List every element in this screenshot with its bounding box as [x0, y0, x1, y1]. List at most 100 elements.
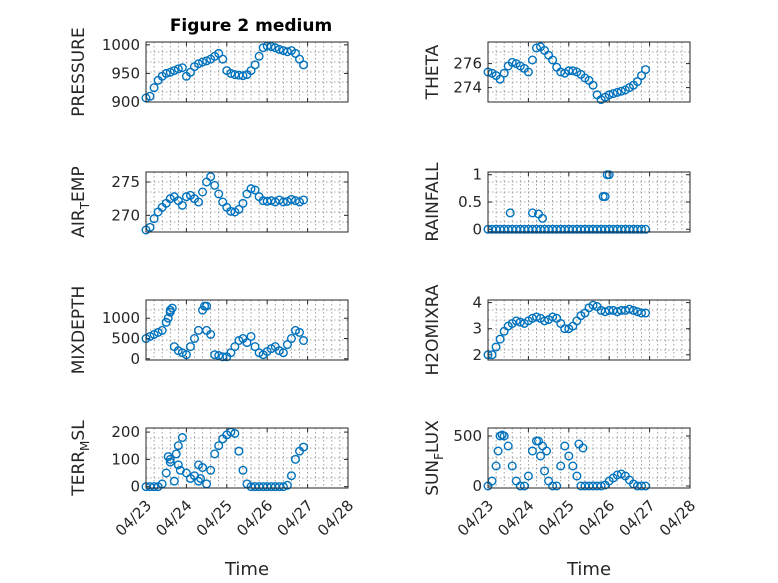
- data-point: [507, 57, 517, 67]
- data-point: [527, 55, 537, 65]
- data-point: [507, 461, 517, 471]
- data-point: [497, 430, 507, 440]
- data-point: [175, 465, 185, 475]
- series-points: [141, 41, 309, 103]
- data-point: [196, 473, 206, 483]
- data-point: [171, 449, 181, 459]
- data-point: [218, 54, 228, 64]
- subplot-6: 2 3 4 H2OMIXRA: [423, 284, 691, 376]
- series-points: [483, 430, 651, 491]
- y-axis-label: PRESSURE: [69, 27, 89, 116]
- data-point: [495, 334, 505, 344]
- data-point: [165, 457, 175, 467]
- axes-frame: [145, 427, 349, 489]
- data-point: [588, 80, 598, 90]
- y-axis-label: THETA: [423, 44, 443, 100]
- x-tick-label: 04/23: [454, 496, 497, 539]
- data-point: [282, 47, 292, 57]
- data-point: [282, 340, 292, 350]
- data-point: [608, 89, 618, 99]
- axes-frame: [487, 299, 691, 361]
- axes-frame: [487, 171, 691, 233]
- series-points: [483, 42, 651, 105]
- y-axis-label: RAINFALL: [423, 162, 443, 242]
- data-point: [194, 59, 204, 69]
- y-axis-label-main: THETA: [423, 44, 443, 100]
- grid: [488, 42, 690, 102]
- data-point: [238, 465, 248, 475]
- grid: [488, 428, 690, 488]
- data-point: [628, 305, 638, 315]
- data-point: [226, 348, 236, 358]
- y-tick-label: 200: [111, 423, 140, 441]
- y-axis-label-main: H2OMIXRA: [423, 284, 443, 375]
- data-point: [214, 441, 224, 451]
- y-tick-label: 276: [453, 55, 482, 73]
- axes-frame: [145, 171, 349, 233]
- y-tick-label: 0: [472, 220, 482, 238]
- data-point: [538, 213, 548, 223]
- data-point: [527, 446, 537, 456]
- data-point: [290, 454, 300, 464]
- data-point: [226, 68, 236, 78]
- data-point: [641, 308, 651, 318]
- data-point: [578, 443, 588, 453]
- series-points: [483, 300, 651, 360]
- data-point: [246, 184, 256, 194]
- y-tick-label: 1000: [102, 309, 140, 327]
- y-axis-label: TERRMSL: [69, 420, 92, 497]
- x-tick-label: 04/25: [193, 496, 236, 539]
- x-axis-label: Time: [224, 559, 269, 580]
- data-point: [299, 60, 309, 70]
- y-axis-label: MIXDEPTH: [69, 286, 89, 375]
- y-axis-label-sub: T: [78, 201, 92, 210]
- y-axis-label-main: TERR: [69, 451, 89, 497]
- data-point: [286, 471, 296, 481]
- x-tick-label: 04/26: [233, 496, 276, 539]
- data-point: [523, 67, 533, 77]
- data-point: [163, 313, 173, 323]
- subplot-3: 270 275 AIRTEMP: [69, 166, 349, 238]
- data-point: [234, 446, 244, 456]
- data-point: [250, 342, 260, 352]
- y-tick-label: 274: [453, 79, 482, 97]
- axes-frame: [145, 299, 349, 361]
- y-axis-label: H2OMIXRA: [423, 284, 443, 375]
- data-point: [149, 482, 159, 492]
- data-point: [198, 187, 208, 197]
- y-axis-label-rest: EMP: [69, 166, 89, 202]
- y-tick-label: 3: [472, 320, 482, 338]
- grid: [488, 300, 690, 360]
- data-point: [250, 185, 260, 195]
- data-point: [536, 451, 546, 461]
- data-point: [531, 43, 541, 53]
- data-point: [278, 197, 288, 207]
- data-point: [238, 198, 248, 208]
- y-tick-label: 1000: [102, 36, 140, 54]
- data-point: [540, 466, 550, 476]
- data-point: [286, 194, 296, 204]
- data-point: [210, 350, 220, 360]
- data-point: [163, 452, 173, 462]
- data-point: [206, 172, 216, 182]
- y-tick-label: 0.5: [458, 193, 482, 211]
- y-axis-label-main: PRESSURE: [69, 27, 89, 116]
- y-axis-label: AIRTEMP: [69, 166, 92, 237]
- subplot-4: 0 0.5 1 RAINFALL: [423, 162, 691, 242]
- x-tick-label: 04/28: [314, 496, 357, 539]
- data-point: [299, 442, 309, 452]
- y-axis-label-main: MIXDEPTH: [69, 286, 89, 375]
- data-point: [177, 200, 187, 210]
- data-point: [637, 71, 647, 81]
- data-point: [604, 90, 614, 100]
- y-tick-label: 500: [111, 330, 140, 348]
- data-point: [270, 43, 280, 53]
- data-point: [278, 348, 288, 358]
- data-point: [542, 446, 552, 456]
- x-tick-label: 04/25: [535, 496, 578, 539]
- data-point: [637, 224, 647, 234]
- y-tick-label: 0: [472, 477, 482, 495]
- figure-title: Figure 2 medium: [170, 16, 332, 36]
- data-point: [548, 481, 558, 491]
